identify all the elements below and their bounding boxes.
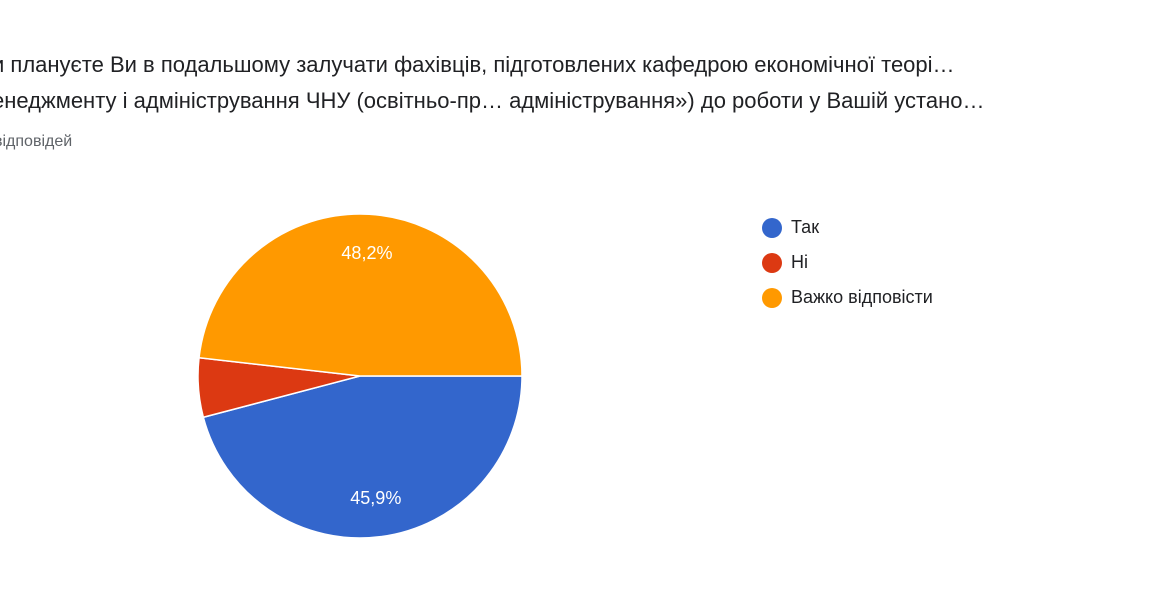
title-line-2: …енеджменту і адміністрування ЧНУ (освіт… [0,88,985,113]
legend-label-vazhko: Важко відповісти [791,287,933,307]
pie-slice-0[interactable] [202,375,523,539]
legend-swatch-tak [762,217,782,238]
chart-title: …и плануєте Ви в подальшому залучати фах… [0,0,1170,119]
legend-label-ni: Ні [791,252,808,272]
title-line-1: …и плануєте Ви в подальшому залучати фах… [0,52,955,77]
legend-label-tak: Так [791,217,820,237]
slice-label-0: 45,9% [350,488,401,508]
legend-item-vazhko[interactable]: Важко відповісти [762,280,933,315]
legend: Так Ні Важко відповісти [762,210,933,315]
slice-label-2: 48,2% [341,243,392,263]
legend-swatch-ni [762,252,782,273]
legend-item-tak[interactable]: Так [762,210,933,245]
pie-slice-2[interactable] [198,213,523,377]
legend-item-ni[interactable]: Ні [762,245,933,280]
responses-count: …відповідей [0,133,73,150]
legend-swatch-vazhko [762,287,782,308]
